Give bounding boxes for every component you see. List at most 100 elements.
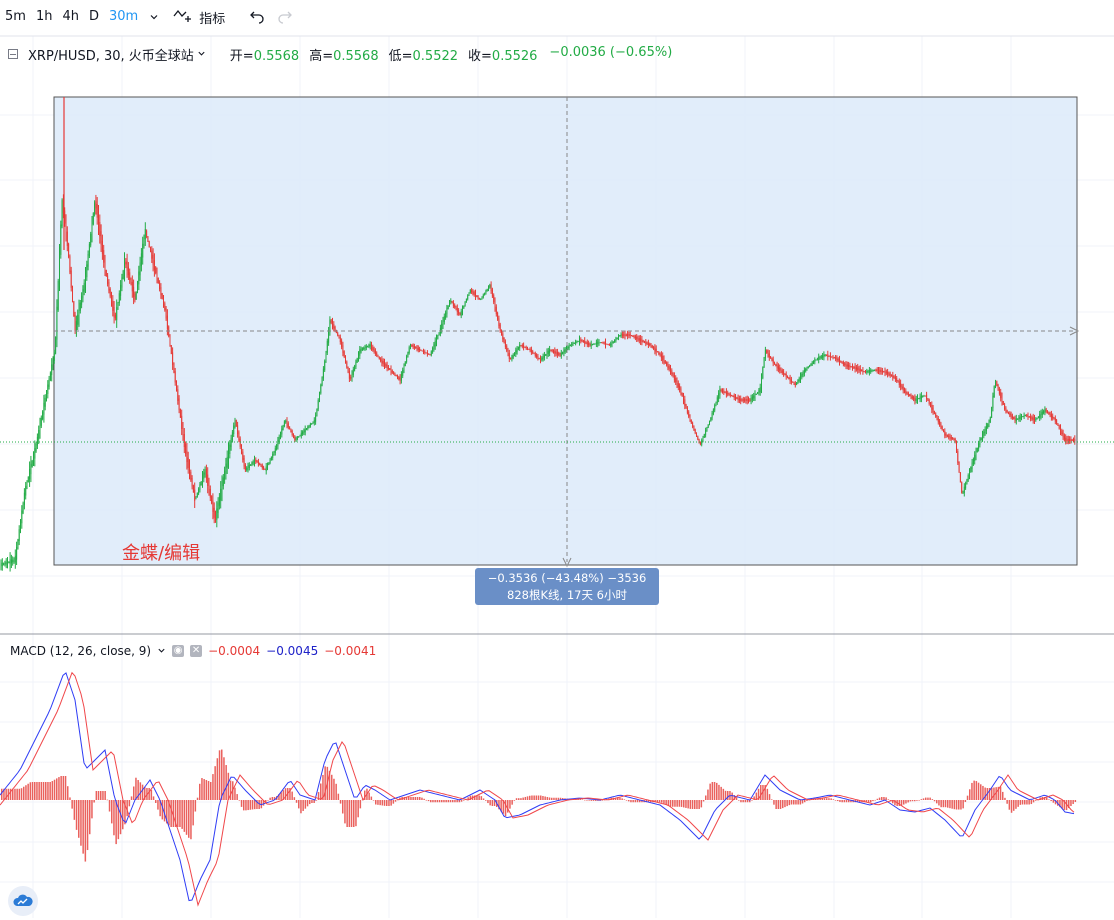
candle-body bbox=[644, 341, 645, 343]
candle-body bbox=[278, 436, 280, 443]
candle-body bbox=[654, 347, 656, 352]
redo-icon[interactable] bbox=[271, 4, 299, 30]
candle-body bbox=[126, 260, 128, 271]
macd-histogram-bar bbox=[839, 800, 841, 802]
candle-body bbox=[810, 363, 812, 366]
candle-body bbox=[581, 340, 583, 342]
macd-histogram-bar bbox=[883, 797, 885, 800]
symbol-title[interactable]: XRP/HUSD, 30, 火币全球站 bbox=[28, 48, 194, 64]
candle-body bbox=[676, 380, 678, 386]
candle-body bbox=[553, 350, 554, 353]
candle-body bbox=[393, 372, 395, 374]
macd-histogram-bar bbox=[309, 800, 311, 805]
candle-body bbox=[549, 349, 551, 353]
candle-body bbox=[387, 366, 389, 369]
candle-body bbox=[631, 335, 632, 337]
candle-body bbox=[896, 377, 898, 382]
candle-body bbox=[883, 371, 885, 373]
candle-body bbox=[858, 368, 860, 371]
timeframe-30m[interactable]: 30m bbox=[108, 9, 139, 24]
symbol-chevron-down-icon[interactable] bbox=[197, 47, 206, 62]
cloud-logo-icon[interactable] bbox=[8, 886, 38, 916]
candle-body bbox=[5, 561, 7, 565]
candle-body bbox=[410, 344, 411, 349]
candle-body bbox=[532, 351, 534, 354]
eye-icon[interactable]: ◉ bbox=[172, 645, 185, 657]
macd-histogram-bar bbox=[973, 780, 975, 800]
candle-body bbox=[68, 243, 70, 258]
candle-body bbox=[602, 342, 604, 344]
macd-histogram-bar bbox=[280, 792, 282, 800]
candle-body bbox=[14, 555, 16, 563]
timeframe-1h[interactable]: 1h bbox=[35, 9, 53, 24]
macd-histogram-bar bbox=[179, 800, 181, 827]
candle-body bbox=[205, 469, 207, 479]
candle-body bbox=[1, 562, 3, 567]
candle-body bbox=[1069, 439, 1071, 441]
candle-body bbox=[263, 466, 265, 469]
macd-histogram-bar bbox=[511, 800, 513, 805]
close-icon[interactable]: ✕ bbox=[190, 645, 203, 657]
candle-body bbox=[508, 352, 510, 359]
timeframe-d[interactable]: D bbox=[88, 9, 99, 24]
candle-body bbox=[259, 463, 261, 465]
candle-body bbox=[641, 339, 643, 343]
macd-histogram-bar bbox=[38, 782, 40, 800]
candle-body bbox=[1014, 417, 1016, 421]
macd-histogram-bar bbox=[410, 797, 412, 800]
candle-body bbox=[98, 212, 99, 228]
candle-body bbox=[894, 376, 896, 380]
timeframe-5m[interactable]: 5m bbox=[5, 9, 26, 24]
candle-body bbox=[515, 350, 517, 355]
candle-body bbox=[680, 388, 682, 394]
candle-body bbox=[478, 298, 480, 300]
candle-body bbox=[44, 397, 46, 407]
indicators-button[interactable]: 指标 bbox=[165, 4, 233, 30]
timeframe-dropdown-chevron-down-icon[interactable] bbox=[143, 4, 165, 30]
candle-body bbox=[34, 448, 36, 459]
candle-body bbox=[809, 365, 811, 367]
candle-body bbox=[802, 372, 804, 376]
candle-body bbox=[915, 398, 917, 401]
candle-body bbox=[640, 338, 642, 342]
macd-histogram-bar bbox=[711, 782, 714, 800]
candle-body bbox=[79, 302, 81, 311]
candle-body bbox=[664, 360, 666, 364]
candle-body bbox=[186, 450, 188, 463]
candle-body bbox=[671, 370, 673, 375]
candle-body bbox=[403, 365, 405, 372]
candle-body bbox=[689, 415, 691, 421]
macd-indicator-name[interactable]: MACD (12, 26, close, 9) bbox=[10, 644, 152, 658]
candle-body bbox=[450, 300, 452, 303]
macd-chevron-down-icon[interactable] bbox=[157, 644, 166, 658]
macd-histogram-bar bbox=[181, 800, 183, 829]
candle-body bbox=[585, 342, 587, 344]
candle-body bbox=[1065, 437, 1067, 442]
timeframe-4h[interactable]: 4h bbox=[62, 9, 79, 24]
candle-body bbox=[693, 426, 695, 431]
macd-histogram-bar bbox=[540, 795, 542, 800]
macd-histogram-bar bbox=[958, 800, 960, 810]
candle-body bbox=[134, 293, 136, 301]
candle-body bbox=[100, 231, 102, 246]
candle-body bbox=[316, 408, 318, 417]
undo-icon[interactable] bbox=[243, 4, 271, 30]
candle-body bbox=[4, 562, 6, 565]
candle-body bbox=[792, 381, 794, 383]
candle-body bbox=[507, 349, 509, 355]
candle-body bbox=[337, 332, 339, 336]
macd-histogram-bar bbox=[388, 800, 390, 806]
macd-histogram-bar bbox=[733, 795, 736, 800]
candle-body bbox=[222, 477, 224, 487]
macd-histogram-bar bbox=[47, 782, 49, 800]
macd-histogram-bar bbox=[504, 800, 507, 816]
candle-body bbox=[352, 369, 354, 375]
macd-histogram-bar bbox=[238, 800, 241, 801]
candle-body bbox=[7, 561, 8, 565]
candle-body bbox=[975, 450, 977, 457]
candle-body bbox=[636, 336, 638, 340]
collapse-legend-icon[interactable] bbox=[8, 49, 18, 59]
candle-body bbox=[116, 307, 118, 321]
macd-histogram-bar bbox=[773, 800, 775, 805]
